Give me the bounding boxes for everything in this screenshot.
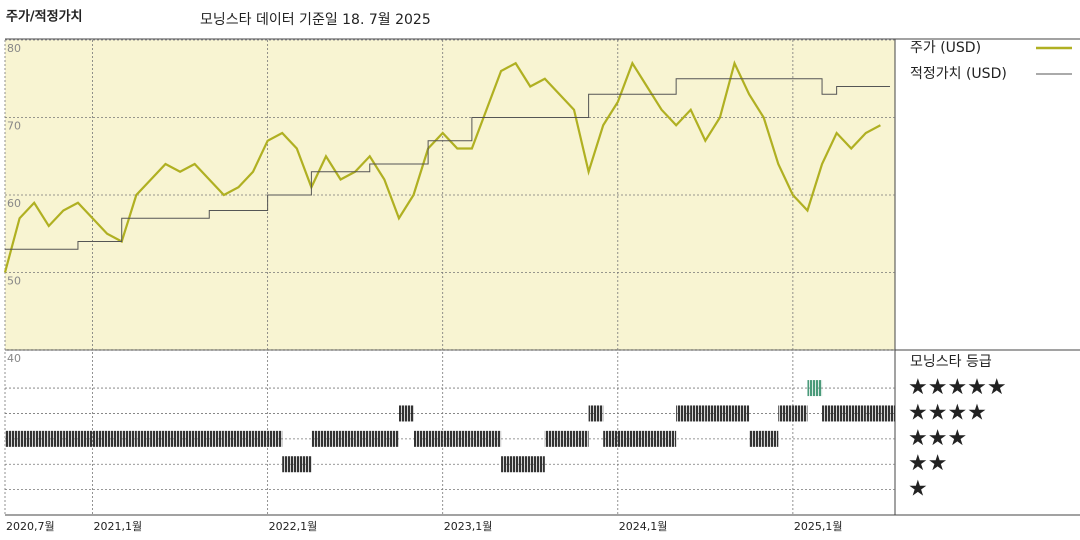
x-tick-label: 2021,1월	[94, 520, 143, 533]
rating-cell	[544, 430, 560, 447]
rating-cell	[209, 430, 224, 447]
rating-cell	[749, 430, 764, 447]
rating-cell	[77, 430, 93, 447]
rating-cell	[165, 430, 181, 447]
rating-cell	[792, 405, 808, 422]
rating-cell	[296, 456, 312, 473]
rating-cell	[384, 430, 399, 447]
rating-cell	[851, 405, 866, 422]
rating-cell	[253, 430, 268, 447]
y-tick-label: 70	[7, 120, 21, 133]
rating-cell	[48, 430, 64, 447]
rating-cell	[369, 430, 385, 447]
rating-cell	[325, 430, 341, 447]
series-line	[5, 78, 890, 250]
rating-cell	[603, 430, 618, 447]
rating-cell	[121, 430, 137, 447]
rating-cell	[530, 456, 545, 473]
rating-cell	[676, 405, 691, 422]
rating-cell	[836, 405, 852, 422]
rating-cell	[180, 430, 195, 447]
rating-cell	[413, 430, 429, 447]
rating-cell	[428, 430, 443, 447]
rating-cell	[880, 405, 895, 422]
rating-cell	[632, 430, 647, 447]
rating-cell	[822, 405, 837, 422]
rating-cell	[355, 430, 370, 447]
rating-cell	[471, 430, 487, 447]
y-tick-label: 60	[7, 197, 21, 210]
rating-label: ★★★★	[908, 400, 987, 425]
rating-cell	[646, 430, 662, 447]
rating-cell	[617, 430, 633, 447]
rating-cell	[398, 405, 414, 422]
rating-cell	[559, 430, 575, 447]
rating-cell	[778, 405, 793, 422]
series-line	[3, 60, 881, 273]
x-tick-label: 2022,1월	[269, 520, 318, 533]
rating-cell	[442, 430, 458, 447]
rating-cell	[457, 430, 472, 447]
rating-cell	[136, 430, 151, 447]
rating-cell	[763, 430, 779, 447]
x-tick-label: 2023,1월	[444, 520, 493, 533]
rating-cell	[282, 456, 297, 473]
rating-label: ★	[908, 477, 928, 502]
rating-cell	[238, 430, 254, 447]
rating-label: ★★★★★	[908, 375, 1007, 400]
rating-cell	[734, 405, 750, 422]
rating-cell	[63, 430, 78, 447]
y-tick-label: 50	[7, 275, 21, 288]
rating-cell	[150, 430, 166, 447]
rating-cell	[501, 456, 516, 473]
rating-cell	[19, 430, 35, 447]
rating-title: 모닝스타 등급	[910, 354, 992, 370]
rating-cell	[267, 430, 283, 447]
rating-cell	[705, 405, 720, 422]
legend-label: 주가 (USD)	[910, 40, 981, 56]
rating-cell	[34, 430, 49, 447]
x-tick-label: 2025,1월	[794, 520, 843, 533]
rating-cell	[865, 405, 881, 422]
rating-cell	[107, 430, 122, 447]
chart-title: 주가/적정가치	[6, 9, 83, 25]
chart-subtitle: 모닝스타 데이터 기준일 18. 7월 2025	[200, 12, 431, 28]
rating-cell	[340, 430, 356, 447]
rating-label: ★★★	[908, 426, 967, 451]
rating-cell	[311, 430, 326, 447]
rating-label: ★★	[908, 451, 947, 476]
rating-cell	[194, 430, 210, 447]
x-tick-label: 2020,7월	[6, 520, 55, 533]
y-tick-label: 80	[7, 42, 21, 55]
rating-cell	[515, 456, 531, 473]
x-tick-label: 2024,1월	[619, 520, 668, 533]
legend-label: 적정가치 (USD)	[910, 66, 1007, 82]
rating-cell	[807, 380, 823, 397]
rating-cell	[574, 430, 589, 447]
rating-cell	[661, 430, 677, 447]
rating-cell	[690, 405, 706, 422]
rating-cell	[588, 405, 604, 422]
rating-cell	[5, 430, 20, 447]
rating-cell	[486, 430, 502, 447]
y-tick-label: 40	[7, 352, 21, 365]
rating-cell	[719, 405, 735, 422]
rating-cell	[223, 430, 239, 447]
rating-cell	[92, 430, 108, 447]
